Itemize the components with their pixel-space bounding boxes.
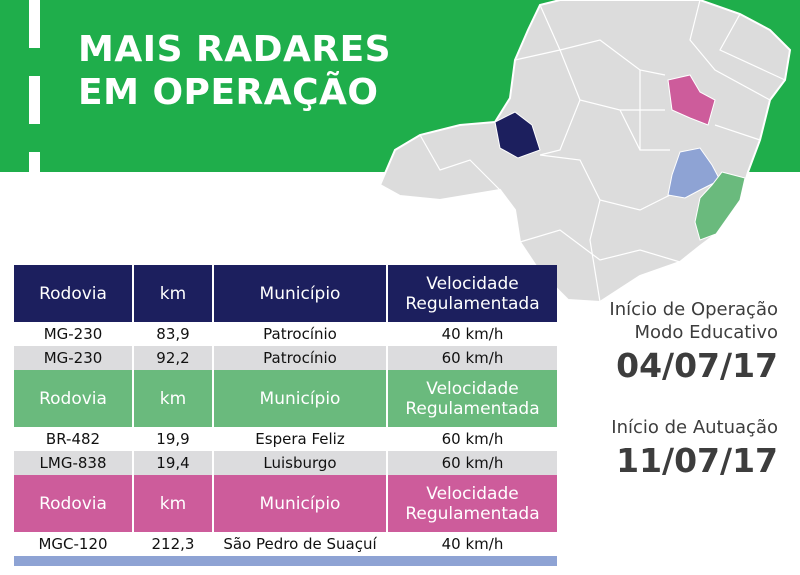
header-cell: Município — [214, 475, 388, 532]
cell: 212,3 — [134, 532, 214, 556]
header-cell: km — [134, 370, 214, 427]
radar-tables: Rodovia km Município Velocidade Regulamenta… — [14, 265, 557, 566]
header-cell: Município — [214, 265, 388, 322]
cell: 40 km/h — [441, 535, 504, 553]
cell: Patrocínio — [214, 346, 388, 370]
cell: 92,2 — [134, 346, 214, 370]
cell: 40 km/h — [441, 325, 504, 343]
data-row: MG-230 92,2 Patrocínio 60 km/h — [14, 346, 557, 370]
cell: 19,4 — [134, 451, 214, 475]
next-table-header — [14, 556, 557, 566]
cell: Espera Feliz — [214, 427, 388, 451]
region-pink — [667, 74, 716, 126]
title-line: EM OPERAÇÃO — [78, 72, 379, 113]
header-cell: Velocidade Regulamentada — [405, 483, 540, 524]
cell: MGC-120 — [14, 532, 134, 556]
table-group: Rodovia km Município Velocidade Regulamenta… — [14, 370, 557, 475]
data-row: BR-482 19,9 Espera Feliz 60 km/h — [14, 427, 557, 451]
state-map — [378, 0, 792, 304]
info-date: 11/07/17 — [616, 441, 778, 480]
cell: 19,9 — [134, 427, 214, 451]
info-label: Modo Educativo — [634, 322, 778, 343]
region-blue — [667, 147, 721, 199]
data-row: MG-230 83,9 Patrocínio 40 km/h — [14, 322, 557, 346]
header-cell: km — [134, 475, 214, 532]
dates-panel: Início de Operação Modo Educativo 04/07/17… — [609, 298, 778, 511]
cell: MG-230 — [14, 322, 134, 346]
table-group: Rodovia km Município Velocidade Regulamenta… — [14, 475, 557, 556]
cell: 60 km/h — [441, 454, 504, 472]
cell: 60 km/h — [441, 349, 504, 367]
region-green — [694, 171, 746, 241]
cell: 83,9 — [134, 322, 214, 346]
region-navy — [494, 111, 541, 159]
header-row: Rodovia km Município Velocidade Regulamenta… — [14, 265, 557, 322]
map-outline — [378, 0, 792, 304]
title-line: MAIS RADARES — [78, 29, 392, 70]
info-date: 04/07/17 — [616, 346, 778, 385]
info-label: Início de Autuação — [611, 417, 778, 438]
header-cell: km — [134, 265, 214, 322]
header-cell: Velocidade Regulamentada — [405, 378, 540, 419]
header-cell: Rodovia — [14, 265, 134, 322]
road-dash — [29, 0, 40, 172]
cell: Patrocínio — [214, 322, 388, 346]
header-cell: Velocidade Regulamentada — [405, 273, 540, 314]
cell: MG-230 — [14, 346, 134, 370]
table-group: Rodovia km Município Velocidade Regulamenta… — [14, 265, 557, 370]
cell: LMG-838 — [14, 451, 134, 475]
cell: São Pedro de Suaçuí — [214, 532, 388, 556]
header-row: Rodovia km Município Velocidade Regulamenta… — [14, 475, 557, 532]
header-cell: Município — [214, 370, 388, 427]
data-row: MGC-120 212,3 São Pedro de Suaçuí 40 km/h — [14, 532, 557, 556]
header-cell: Rodovia — [14, 475, 134, 532]
data-row: LMG-838 19,4 Luisburgo 60 km/h — [14, 451, 557, 475]
header-cell: Rodovia — [14, 370, 134, 427]
cell: 60 km/h — [441, 430, 504, 448]
cell: Luisburgo — [214, 451, 388, 475]
municipal-borders — [419, 0, 786, 303]
cell: BR-482 — [14, 427, 134, 451]
header-row: Rodovia km Município Velocidade Regulamenta… — [14, 370, 557, 427]
info-label: Início de Operação — [609, 299, 778, 320]
title: MAIS RADARES EM OPERAÇÃO — [78, 28, 391, 114]
